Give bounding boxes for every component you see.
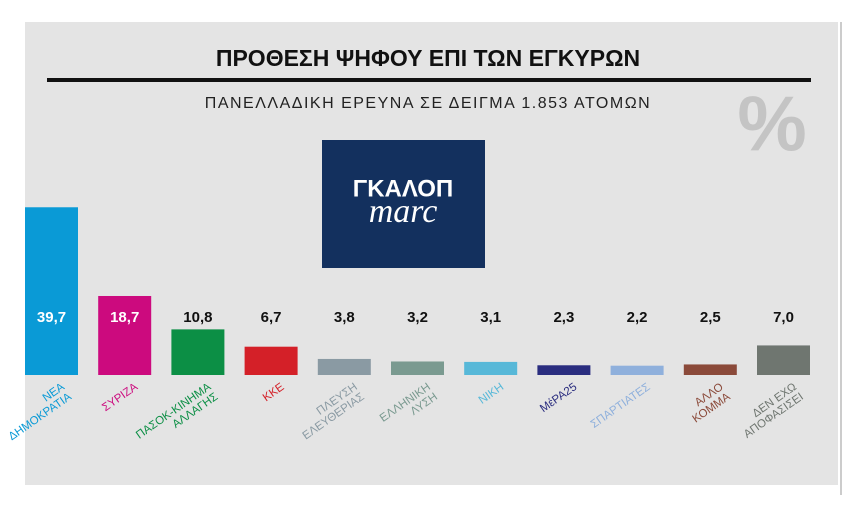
bar <box>25 207 78 375</box>
logo-box <box>322 140 485 268</box>
bar <box>98 295 152 375</box>
bar <box>757 345 810 375</box>
bar <box>610 365 664 375</box>
chart-title: ΠΡΟΘΕΣΗ ΨΗΦΟΥ ΕΠΙ ΤΩΝ ΕΓΚΥΡΩΝ <box>216 45 640 71</box>
bar <box>537 365 591 375</box>
value-label: 2,3 <box>553 309 574 326</box>
value-label: 39,7 <box>37 309 66 326</box>
subtitle: ΠΑΝΕΛΛΑΔΙΚΗ ΕΡΕΥΝΑ ΣΕ ΔΕΙΓΜΑ 1.853 ΑΤΟΜΩ… <box>205 95 651 112</box>
value-label: 2,5 <box>700 309 721 326</box>
logo-text: marc <box>369 193 438 230</box>
value-label: 7,0 <box>773 309 794 326</box>
bar <box>171 329 225 375</box>
value-label: 6,7 <box>261 309 282 326</box>
bar <box>391 361 444 375</box>
value-label: 3,8 <box>334 309 355 326</box>
value-label: 18,7 <box>110 309 139 326</box>
bar <box>317 358 371 375</box>
value-label: 3,2 <box>407 309 428 326</box>
title-rule <box>47 78 811 82</box>
value-label: 3,1 <box>480 309 501 326</box>
unit-symbol: % <box>737 80 806 168</box>
value-label: 2,2 <box>627 309 648 326</box>
logo-text: ΓΚΑΛΟΠ <box>353 175 453 202</box>
bar <box>464 361 518 375</box>
bar <box>244 346 298 375</box>
value-label: 10,8 <box>183 309 212 326</box>
bar <box>683 364 737 375</box>
